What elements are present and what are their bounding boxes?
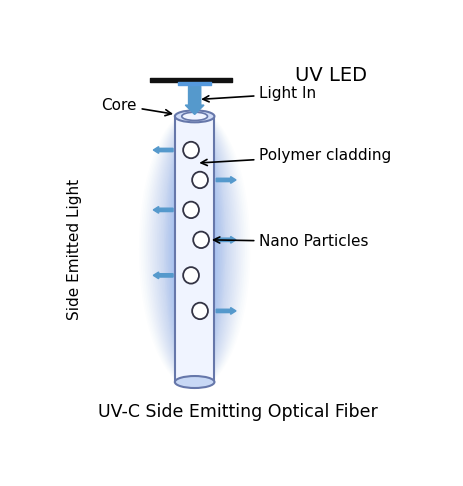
Ellipse shape: [173, 116, 215, 382]
FancyArrow shape: [216, 308, 236, 314]
Text: Light In: Light In: [202, 87, 316, 102]
Circle shape: [193, 232, 209, 248]
Circle shape: [183, 267, 199, 284]
Ellipse shape: [169, 115, 219, 383]
FancyArrow shape: [216, 237, 236, 243]
Ellipse shape: [175, 376, 214, 388]
Text: UV-C Side Emitting Optical Fiber: UV-C Side Emitting Optical Fiber: [98, 403, 377, 421]
FancyArrow shape: [216, 176, 236, 183]
Text: Nano Particles: Nano Particles: [213, 234, 368, 249]
FancyArrow shape: [153, 207, 173, 213]
Ellipse shape: [169, 115, 219, 383]
Text: Side Emitted Light: Side Emitted Light: [67, 179, 81, 320]
Circle shape: [183, 202, 199, 218]
FancyArrow shape: [153, 272, 173, 279]
Ellipse shape: [171, 116, 218, 382]
Text: Core: Core: [101, 98, 171, 116]
Bar: [175, 116, 214, 382]
Text: UV LED: UV LED: [295, 66, 367, 85]
Circle shape: [192, 172, 207, 188]
Circle shape: [183, 142, 199, 158]
Ellipse shape: [181, 112, 207, 121]
FancyArrow shape: [153, 147, 173, 154]
Ellipse shape: [173, 116, 216, 382]
Ellipse shape: [175, 110, 214, 122]
Text: Polymer cladding: Polymer cladding: [200, 148, 391, 166]
Ellipse shape: [172, 116, 217, 382]
Circle shape: [192, 303, 207, 319]
FancyArrow shape: [185, 87, 204, 115]
Ellipse shape: [170, 115, 218, 383]
